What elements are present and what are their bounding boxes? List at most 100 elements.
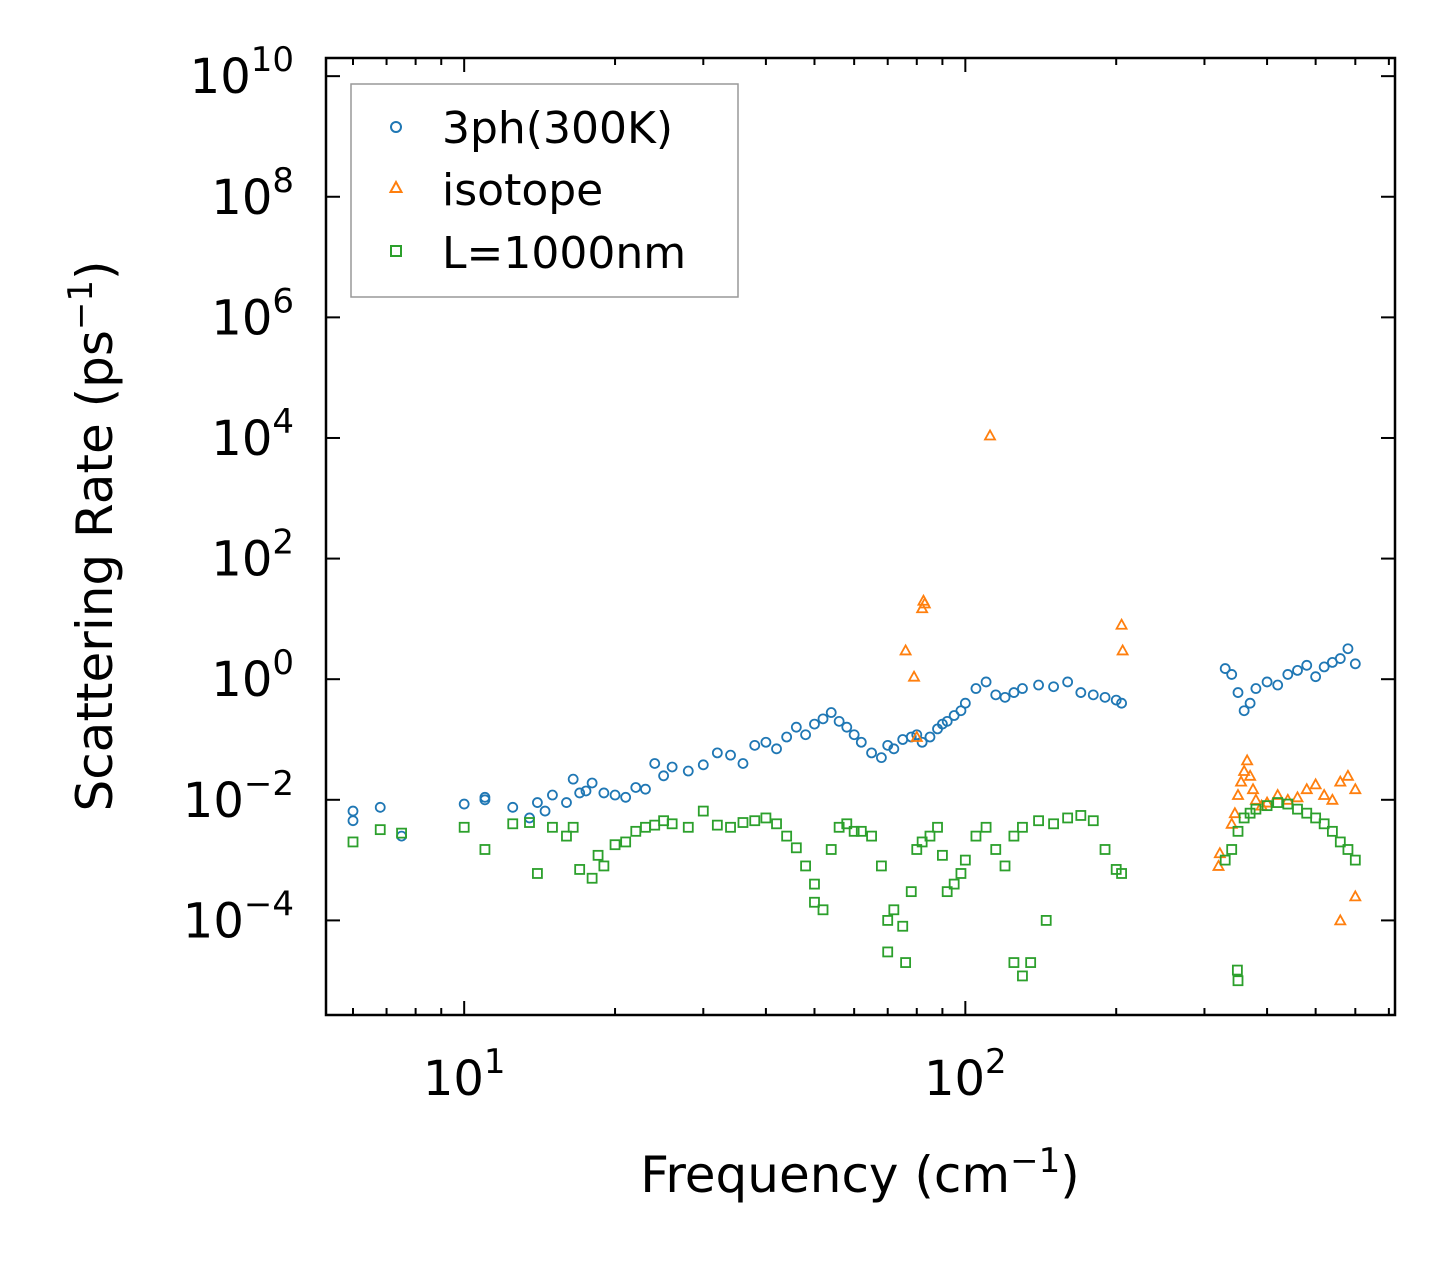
- point-3ph: [609, 789, 621, 801]
- point-3ph: [711, 747, 723, 759]
- point-3ph: [833, 715, 845, 727]
- point-3ph: [855, 736, 867, 748]
- point-boundary: [848, 825, 860, 837]
- point-3ph: [1301, 659, 1313, 671]
- point-3ph: [1342, 643, 1354, 655]
- point-3ph: [725, 749, 736, 761]
- point-isotope: [1115, 617, 1129, 630]
- point-boundary: [760, 812, 772, 824]
- point-3ph: [866, 747, 877, 759]
- point-boundary: [900, 957, 912, 968]
- point-3ph: [458, 798, 470, 810]
- point-3ph: [574, 787, 586, 799]
- point-3ph: [1250, 683, 1262, 694]
- point-boundary: [507, 818, 519, 830]
- point-boundary: [1048, 818, 1059, 830]
- point-isotope: [1228, 806, 1242, 819]
- point-isotope: [918, 596, 932, 609]
- point-3ph: [666, 761, 678, 773]
- y-axis-label: Scattering Rate (ps−1): [61, 260, 124, 811]
- point-3ph: [1087, 689, 1099, 701]
- point-boundary: [809, 896, 820, 908]
- point-boundary: [711, 819, 723, 831]
- point-boundary: [567, 821, 579, 833]
- point-3ph: [959, 697, 971, 709]
- data-markers: [347, 428, 1362, 987]
- point-boundary: [609, 839, 621, 851]
- point-3ph: [1261, 676, 1273, 688]
- legend-marker-isotope: [388, 179, 404, 193]
- point-3ph: [1008, 687, 1020, 698]
- point-boundary: [1008, 957, 1020, 968]
- point-isotope: [1333, 774, 1347, 787]
- point-boundary: [1318, 818, 1330, 830]
- point-boundary: [749, 815, 761, 827]
- point-boundary: [790, 842, 802, 854]
- point-isotope: [910, 730, 924, 742]
- point-3ph: [1116, 697, 1127, 709]
- point-3ph: [771, 743, 782, 755]
- point-boundary: [479, 844, 491, 855]
- point-3ph: [682, 765, 694, 777]
- point-3ph: [507, 801, 519, 813]
- point-3ph: [347, 815, 359, 827]
- point-isotope: [1341, 768, 1355, 781]
- point-boundary: [970, 830, 982, 842]
- legend-label-isotope: isotope: [442, 165, 603, 216]
- point-isotope: [1348, 889, 1362, 902]
- y-tick-label: 104: [211, 402, 294, 467]
- point-3ph: [1349, 658, 1361, 670]
- point-isotope: [1243, 768, 1257, 781]
- point-boundary: [866, 830, 877, 842]
- point-isotope: [1234, 774, 1248, 787]
- point-boundary: [396, 827, 407, 839]
- point-boundary: [924, 830, 936, 842]
- point-boundary: [1087, 815, 1099, 827]
- legend-label-boundary: L=1000nm: [442, 228, 686, 279]
- point-boundary: [586, 872, 598, 884]
- point-boundary: [1033, 815, 1044, 827]
- point-3ph: [620, 791, 632, 803]
- point-3ph: [1062, 676, 1074, 688]
- series-2: [347, 797, 1361, 987]
- point-3ph: [924, 731, 936, 743]
- point-boundary: [833, 821, 845, 833]
- series-1: [899, 428, 1362, 926]
- point-3ph: [781, 731, 793, 743]
- point-isotope: [1116, 643, 1130, 656]
- point-isotope: [1290, 790, 1305, 803]
- point-3ph: [561, 797, 572, 808]
- point-3ph: [1292, 664, 1303, 676]
- point-3ph: [1272, 679, 1284, 691]
- point-3ph: [888, 743, 900, 755]
- point-isotope: [1348, 782, 1362, 795]
- point-boundary: [817, 904, 829, 916]
- point-boundary: [941, 886, 953, 898]
- x-axis-label: Frequency (cm−1): [640, 1141, 1080, 1204]
- point-isotope: [1333, 913, 1347, 926]
- point-boundary: [990, 844, 1002, 855]
- point-3ph: [658, 770, 670, 782]
- point-boundary: [841, 818, 853, 830]
- point-boundary: [1334, 836, 1346, 848]
- point-boundary: [948, 878, 960, 890]
- y-tick-label: 102: [211, 523, 294, 588]
- point-3ph: [1075, 687, 1087, 698]
- point-boundary: [532, 868, 543, 879]
- point-boundary: [1261, 800, 1273, 812]
- point-3ph: [1310, 671, 1322, 683]
- legend-label-3ph: 3ph(300K): [442, 103, 673, 154]
- point-boundary: [959, 854, 971, 866]
- point-boundary: [1219, 854, 1231, 866]
- point-3ph: [1282, 669, 1294, 680]
- point-isotope: [1325, 792, 1339, 805]
- point-3ph: [800, 729, 811, 741]
- point-boundary: [882, 946, 894, 958]
- point-boundary: [1232, 825, 1244, 837]
- point-boundary: [1116, 868, 1127, 879]
- point-boundary: [1025, 957, 1037, 968]
- point-boundary: [1062, 812, 1074, 824]
- point-isotope: [1271, 788, 1285, 800]
- point-3ph: [809, 718, 820, 730]
- point-3ph: [1244, 697, 1256, 709]
